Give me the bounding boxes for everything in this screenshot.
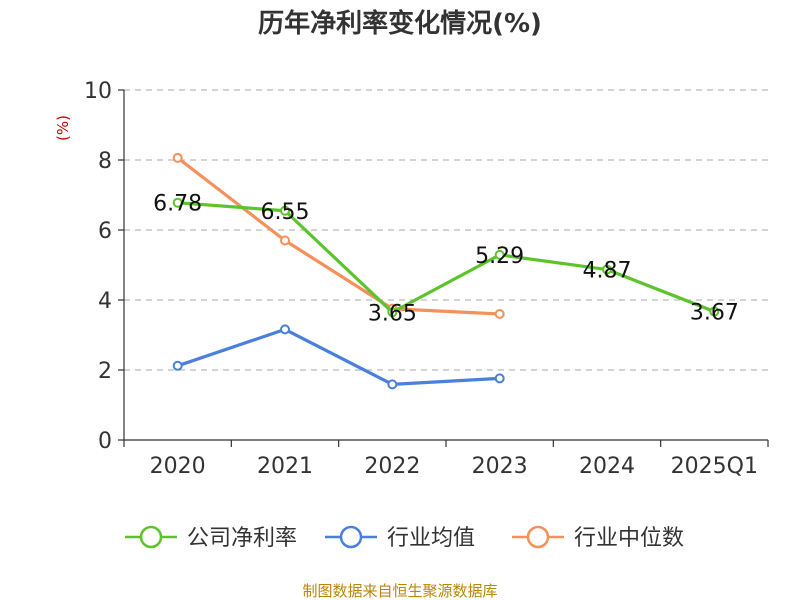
- data-point: [172, 152, 183, 163]
- data-point: [172, 360, 183, 371]
- y-tick-label: 8: [98, 149, 112, 174]
- data-label: 6.78: [153, 192, 202, 217]
- source-note: 制图数据来自恒生聚源数据库: [302, 582, 497, 600]
- x-tick-label: 2025Q1: [671, 454, 758, 479]
- series-line: [177, 327, 500, 386]
- y-tick-label: 6: [98, 219, 112, 244]
- data-point: [280, 235, 290, 246]
- y-tick-label: 2: [98, 359, 112, 384]
- data-point: [602, 264, 612, 275]
- series-line: [177, 201, 715, 314]
- x-tick-label: 2023: [472, 454, 528, 479]
- data-point: [280, 324, 290, 335]
- y-tick-label: 0: [98, 429, 112, 454]
- x-tick-label: 2021: [257, 454, 313, 479]
- data-point: [387, 379, 398, 390]
- chart-title: 历年净利率变化情况(%): [258, 8, 542, 39]
- data-point: [494, 249, 505, 260]
- x-tick-label: 2020: [150, 454, 206, 479]
- legend: 公司净利率 行业均值 行业中位数: [125, 525, 684, 551]
- series-layer: [172, 152, 720, 390]
- y-tick-label: 4: [98, 289, 112, 314]
- legend-marker: [526, 525, 550, 549]
- x-tick-label: 2022: [364, 454, 420, 479]
- legend-label: 行业中位数: [574, 526, 684, 551]
- y-tick-label: 10: [84, 79, 112, 104]
- x-tick-label: 2024: [579, 454, 635, 479]
- legend-label: 公司净利率: [187, 526, 297, 551]
- data-point: [387, 307, 398, 318]
- data-point: [494, 309, 505, 319]
- legend-marker: [139, 525, 163, 549]
- data-point: [280, 205, 290, 216]
- legend-label: 行业均值: [387, 526, 475, 551]
- data-label: 3.67: [690, 301, 739, 326]
- data-point: [709, 306, 720, 317]
- legend-marker: [339, 525, 363, 549]
- y-axis-unit: (%): [54, 115, 72, 141]
- axes: [118, 89, 769, 447]
- data-point: [172, 197, 183, 208]
- data-point: [494, 373, 505, 384]
- grid-lines: [124, 89, 768, 371]
- data-label: 5.29: [475, 244, 524, 269]
- data-label: 4.87: [583, 259, 632, 284]
- data-label: 6.55: [261, 200, 310, 225]
- data-label: 3.65: [368, 301, 417, 326]
- x-axis-ticks: 2020 2021 2022 2023 2024 2025Q1: [150, 454, 758, 479]
- y-axis-ticks: 0 2 4 6 8 10: [84, 79, 112, 454]
- series-line: [176, 156, 500, 316]
- data-labels: 6.78 6.55 3.65 5.29 4.87 3.67: [153, 192, 739, 327]
